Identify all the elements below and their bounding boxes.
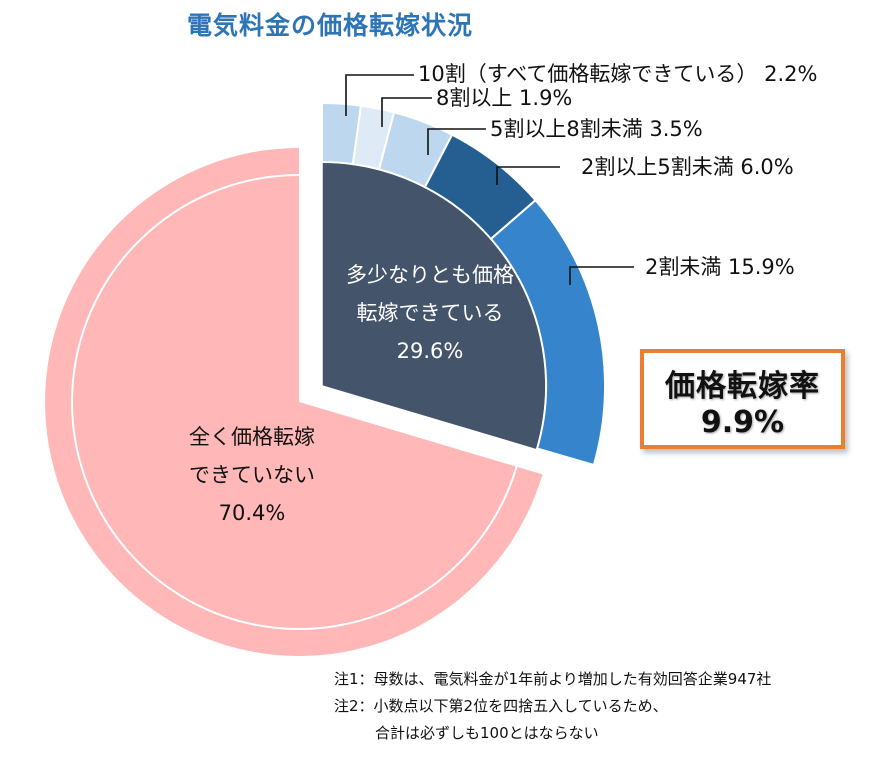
leader-line-seg5: [569, 266, 634, 285]
label-seg-20-50: 2割以上5割未満 6.0%: [581, 155, 794, 179]
footnotes: 注1：母数は、電気料金が1年前より増加した有効回答企業947社 注2：小数点以下…: [334, 666, 771, 747]
label-seg-100pct: 10割（すべて価格転嫁できている） 2.2%: [418, 62, 818, 86]
rate-label: 価格転嫁率: [665, 369, 820, 404]
leader-line-seg2: [381, 97, 432, 127]
note-2-continued: 合計は必ずしも100とはならない: [375, 724, 599, 742]
label-not-passed: 全く価格転嫁 できていない 70.4%: [132, 418, 372, 532]
note-1: 注1：母数は、電気料金が1年前より増加した有効回答企業947社: [334, 670, 772, 688]
slice-not-passed-inner-line: [71, 174, 518, 630]
label-partially-passed-line1: 多少なりとも価格: [346, 263, 514, 287]
label-partially-passed: 多少なりとも価格 転嫁できている 29.6%: [326, 256, 534, 370]
note-2: 注2：小数点以下第2位を四捨五入しているため、: [334, 697, 668, 715]
chart-title: 電気料金の価格転嫁状況: [187, 11, 474, 40]
label-seg-50-80: 5割以上8割未満 3.5%: [490, 117, 703, 141]
label-seg-under-20: 2割未満 15.9%: [645, 255, 795, 279]
slice-not-passed: [45, 148, 543, 656]
leader-line-seg3: [427, 128, 486, 155]
pass-through-rate-callout: 価格転嫁率 9.9%: [640, 349, 845, 449]
label-partially-passed-value: 29.6%: [396, 339, 464, 363]
rate-value: 9.9%: [700, 405, 785, 440]
label-partially-passed-line2: 転嫁できている: [356, 301, 504, 325]
label-seg-80plus: 8割以上 1.9%: [436, 86, 573, 110]
label-not-passed-line1: 全く価格転嫁: [189, 425, 315, 449]
leader-line-seg1: [345, 74, 414, 116]
label-not-passed-line2: できていない: [189, 463, 315, 487]
label-not-passed-value: 70.4%: [218, 501, 286, 525]
leader-line-seg4: [496, 166, 560, 185]
